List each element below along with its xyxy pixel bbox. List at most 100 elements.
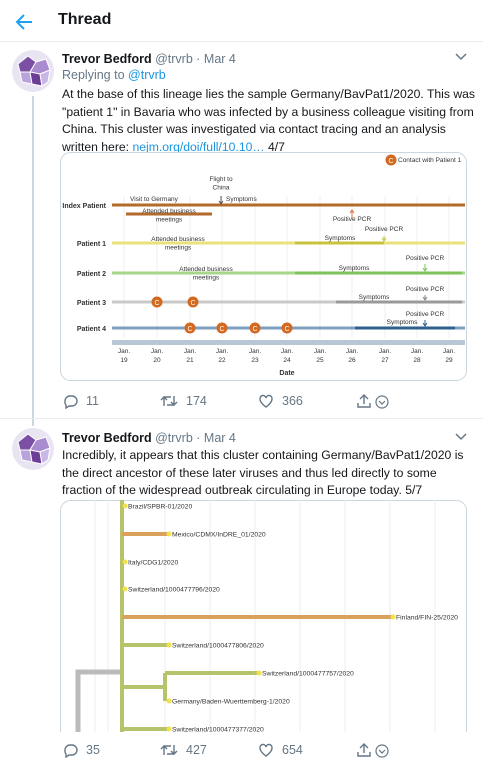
- back-button[interactable]: [14, 12, 34, 32]
- tip-label: Germany/Baden-Wuerttemberg-1/2020: [172, 699, 290, 706]
- reply-action[interactable]: 35: [62, 742, 100, 758]
- date-month: Jan.: [379, 348, 391, 355]
- event-label: Flight to: [209, 176, 233, 183]
- date-day: 27: [381, 357, 389, 364]
- contact-marker-label: C: [388, 158, 393, 165]
- text-segment: At the base of this lineage lies the sam…: [62, 87, 476, 101]
- contact-marker: [385, 154, 397, 166]
- contact-marker: [249, 322, 261, 334]
- tree-image[interactable]: Brazil/SPBR-01/2020 Mexico/CDMX/InDRE_01/…: [60, 500, 467, 732]
- reply-count: 11: [86, 394, 99, 408]
- text-line: fraction of the widespread outbreak circ…: [62, 482, 464, 500]
- date-month: Jan.: [216, 348, 228, 355]
- event-label: Positive PCR: [406, 286, 445, 293]
- tip-dot: [122, 503, 128, 509]
- tweet-date[interactable]: · Mar 4: [196, 431, 236, 445]
- tweet-link[interactable]: nejm.org/doi/full/10.10…: [132, 139, 265, 154]
- more-chevron[interactable]: [455, 432, 467, 442]
- reply-icon: [64, 395, 78, 409]
- like-action[interactable]: 654: [258, 742, 303, 758]
- share-action[interactable]: [356, 742, 390, 758]
- event-label: Symptoms: [226, 196, 257, 203]
- thread-index: 4/7: [267, 139, 285, 154]
- event-label: Attended business: [179, 266, 233, 273]
- more-chevron[interactable]: [455, 52, 467, 62]
- arrow-head: [349, 209, 355, 214]
- event-label: Symptoms: [339, 265, 370, 272]
- contact-marker-label: C: [219, 326, 224, 333]
- row-label: Patient 3: [77, 300, 106, 307]
- dm-chevron: [378, 400, 386, 405]
- tweet-date[interactable]: · Mar 4: [196, 52, 236, 66]
- tip-dot: [166, 531, 172, 537]
- tip-label: Italy/CDG1/2020: [128, 560, 178, 567]
- event-label: Positive PCR: [406, 255, 445, 262]
- arrow-head: [218, 200, 224, 205]
- retweet-action[interactable]: 427: [160, 742, 207, 758]
- like-action[interactable]: 366: [258, 393, 303, 409]
- event-label: Symptoms: [325, 235, 356, 242]
- date-axis: [112, 340, 465, 345]
- author-handle: @trvrb: [155, 52, 193, 66]
- text-line: the direct ancestor of these later virus…: [62, 465, 464, 483]
- date-day: 20: [153, 357, 161, 364]
- date-day: 19: [120, 357, 128, 364]
- row-label: Patient 1: [77, 241, 106, 248]
- share-action[interactable]: [356, 393, 390, 409]
- contact-marker-label: C: [187, 326, 192, 333]
- retweet-action[interactable]: 174: [160, 393, 207, 409]
- reply-to[interactable]: @trvrb: [128, 68, 166, 82]
- author-name[interactable]: Trevor Bedford: [62, 431, 152, 445]
- event-label: meetings: [156, 217, 183, 224]
- retweet-icon: [160, 396, 178, 406]
- date-day: 23: [251, 357, 259, 364]
- contact-marker-label: C: [252, 326, 257, 333]
- tweet-text: At the base of this lineage lies the sam…: [62, 86, 475, 156]
- dm-chevron: [378, 749, 386, 754]
- avatar-cell: [39, 69, 51, 87]
- share-icon: [357, 743, 371, 757]
- tip-dot: [256, 670, 262, 676]
- text-segment: fraction of the widespread outbreak circ…: [62, 483, 402, 498]
- text-line: At the base of this lineage lies the sam…: [62, 86, 475, 104]
- text-line: Incredibly, it appears that this cluster…: [62, 447, 464, 465]
- arrow-head: [422, 322, 428, 327]
- event-label: Visit to Germany: [130, 196, 179, 203]
- author-name[interactable]: Trevor Bedford: [62, 52, 152, 66]
- tip-label: Switzerland/1000477377/2020: [172, 727, 264, 733]
- event-label: Attended business: [142, 208, 196, 215]
- like-count: 654: [282, 743, 303, 757]
- arrow-head: [422, 267, 428, 272]
- event-label: Symptoms: [359, 294, 390, 301]
- tip-label: Switzerland/1000477796/2020: [128, 587, 220, 594]
- x-axis-label: Date: [279, 370, 294, 377]
- date-month: Jan.: [443, 348, 455, 355]
- avatar[interactable]: [12, 428, 54, 470]
- tip-dot: [122, 559, 128, 565]
- row-label: Patient 4: [77, 326, 106, 333]
- avatar[interactable]: [12, 50, 54, 92]
- event-label: meetings: [193, 275, 220, 282]
- contact-marker-label: C: [154, 300, 159, 307]
- tweet-text: Incredibly, it appears that this cluster…: [62, 447, 464, 500]
- tip-label: Mexico/CDMX/InDRE_01/2020: [172, 532, 266, 539]
- event-label: Positive PCR: [406, 311, 445, 318]
- event-label: Attended business: [151, 236, 205, 243]
- reply-context: Replying to @trvrb: [62, 68, 166, 82]
- event-label: meetings: [165, 245, 192, 252]
- date-month: Jan.: [151, 348, 163, 355]
- reply-icon: [64, 744, 78, 758]
- tip-dot: [166, 726, 172, 732]
- text-segment: Incredibly, it appears that this cluster…: [62, 448, 464, 462]
- date-month: Jan.: [249, 348, 261, 355]
- date-month: Jan.: [184, 348, 196, 355]
- text-segment: written here:: [62, 139, 130, 154]
- timeline-image[interactable]: Index Patient Patient 1 Patient 2 Patient 3…: [60, 152, 467, 381]
- reply-prefix: Replying to: [62, 68, 125, 82]
- event-label: Positive PCR: [365, 226, 404, 233]
- date-day: 26: [348, 357, 356, 364]
- date-day: 22: [218, 357, 226, 364]
- reply-action[interactable]: 11: [62, 393, 99, 409]
- reply-count: 35: [86, 743, 100, 757]
